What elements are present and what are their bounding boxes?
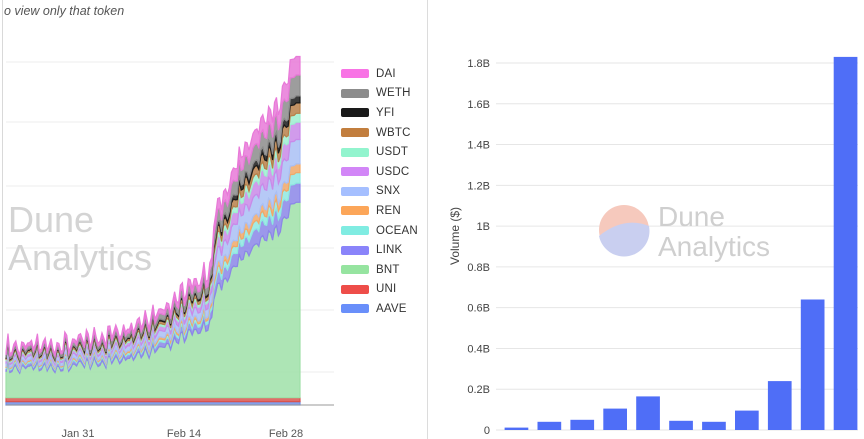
volume-bar[interactable] xyxy=(735,410,759,430)
legend-item-wbtc[interactable]: WBTC xyxy=(341,123,418,143)
legend-swatch xyxy=(341,69,369,79)
volume-bar[interactable] xyxy=(537,421,562,430)
panel-border xyxy=(2,0,3,439)
y-tick-label: 0.4B xyxy=(467,343,490,355)
volume-bar[interactable] xyxy=(800,299,825,431)
volume-bar[interactable] xyxy=(833,56,858,431)
area-series-dai[interactable] xyxy=(5,55,301,360)
y-tick-label: 1B xyxy=(477,221,490,233)
volume-bar[interactable] xyxy=(504,427,529,430)
x-tick-label: Feb 14 xyxy=(167,428,201,439)
legend-label: USDT xyxy=(376,146,409,159)
watermark-text: Dune xyxy=(8,199,94,240)
volume-bar[interactable] xyxy=(767,381,792,430)
legend-swatch xyxy=(341,304,369,314)
volume-bar[interactable] xyxy=(570,419,595,430)
watermark-text: Dune xyxy=(658,201,725,232)
chart-legend: DAI WETH YFI WBTC USDT USDC SNX REN OCEAN LINK BNT… xyxy=(341,64,418,319)
y-tick-label: 1.4B xyxy=(467,140,490,152)
legend-swatch xyxy=(341,147,369,157)
y-tick-label: 1.8B xyxy=(467,58,490,70)
legend-swatch xyxy=(341,284,369,294)
legend-label: WETH xyxy=(376,87,411,100)
y-tick-label: 1.2B xyxy=(467,180,490,192)
y-tick-label: 0 xyxy=(484,425,490,437)
legend-label: REN xyxy=(376,204,401,217)
panel-divider xyxy=(427,0,428,439)
chart-subtitle: o view only that token xyxy=(4,4,125,18)
volume-bar-chart-panel: 0 0.2B 0.4B 0.6B 0.8B 1B 1.2B 1.4B 1.6B 1.8B Volum… xyxy=(432,0,864,439)
legend-swatch xyxy=(341,206,369,216)
legend-item-link[interactable]: LINK xyxy=(341,240,418,260)
volume-bar-chart[interactable]: 0 0.2B 0.4B 0.6B 0.8B 1B 1.2B 1.4B 1.6B 1.8B Volum… xyxy=(432,0,864,439)
legend-item-weth[interactable]: WETH xyxy=(341,84,418,104)
legend-label: SNX xyxy=(376,185,401,198)
legend-label: YFI xyxy=(376,106,395,119)
legend-item-dai[interactable]: DAI xyxy=(341,64,418,84)
y-axis-label: Volume ($) xyxy=(448,207,462,265)
y-tick-label: 1.6B xyxy=(467,99,490,111)
legend-label: BNT xyxy=(376,263,400,276)
legend-label: AAVE xyxy=(376,302,407,315)
legend-item-yfi[interactable]: YFI xyxy=(341,103,418,123)
y-tick-label: 0.6B xyxy=(467,303,490,315)
legend-item-uni[interactable]: UNI xyxy=(341,280,418,300)
y-tick-label: 0.8B xyxy=(467,262,490,274)
watermark-text: Analytics xyxy=(8,237,152,278)
legend-item-ocean[interactable]: OCEAN xyxy=(341,221,418,241)
legend-item-usdt[interactable]: USDT xyxy=(341,142,418,162)
volume-bar[interactable] xyxy=(669,420,693,430)
volume-bar[interactable] xyxy=(636,396,660,430)
legend-swatch xyxy=(341,108,369,118)
legend-item-snx[interactable]: SNX xyxy=(341,182,418,202)
y-tick-label: 0.2B xyxy=(467,384,490,396)
legend-label: LINK xyxy=(376,244,403,257)
legend-swatch xyxy=(341,245,369,255)
token-area-chart-panel: o view only that token Dune Analytics Jan … xyxy=(0,0,426,439)
legend-swatch xyxy=(341,186,369,196)
legend-swatch xyxy=(341,88,369,98)
legend-item-aave[interactable]: AAVE xyxy=(341,299,418,319)
legend-item-usdc[interactable]: USDC xyxy=(341,162,418,182)
x-tick-label: Feb 28 xyxy=(269,428,303,439)
legend-item-ren[interactable]: REN xyxy=(341,201,418,221)
legend-label: DAI xyxy=(376,67,396,80)
x-tick-label: Jan 31 xyxy=(61,428,94,439)
legend-swatch xyxy=(341,128,369,138)
legend-label: USDC xyxy=(376,165,410,178)
legend-item-bnt[interactable]: BNT xyxy=(341,260,418,280)
watermark-text: Analytics xyxy=(658,231,770,262)
legend-swatch xyxy=(341,265,369,275)
legend-swatch xyxy=(341,167,369,177)
legend-label: WBTC xyxy=(376,126,411,139)
legend-swatch xyxy=(341,226,369,236)
volume-bar[interactable] xyxy=(702,421,726,430)
dune-logo-icon xyxy=(599,205,650,257)
legend-label: UNI xyxy=(376,283,397,296)
volume-bar[interactable] xyxy=(603,408,627,430)
legend-label: OCEAN xyxy=(376,224,418,237)
